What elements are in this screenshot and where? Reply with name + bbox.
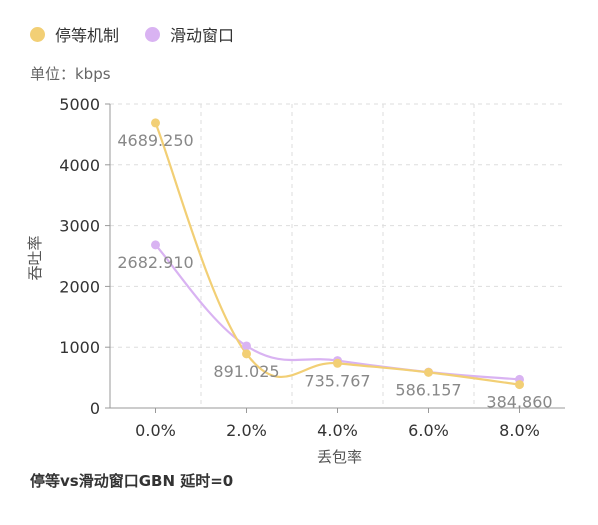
data-point-sliding-window-0: [151, 240, 160, 249]
y-tick-label-1: 1000: [59, 338, 100, 357]
data-point-sliding-window-1: [242, 341, 251, 350]
x-tick-label-0: 0.0%: [135, 421, 176, 440]
data-label-sliding-window-0: 2682.910: [117, 253, 193, 272]
x-tick-label-3: 6.0%: [408, 421, 449, 440]
data-point-stop-and-wait-2: [333, 359, 342, 368]
series-line-stop-and-wait: [156, 123, 520, 385]
x-tick-label-4: 8.0%: [499, 421, 540, 440]
y-tick-label-2: 2000: [59, 277, 100, 296]
y-tick-label-3: 3000: [59, 217, 100, 236]
x-axis-title: 丢包率: [317, 448, 362, 466]
y-axis-title: 吞吐率: [26, 235, 44, 280]
x-tick-label-1: 2.0%: [226, 421, 267, 440]
data-point-stop-and-wait-3: [424, 368, 433, 377]
data-point-stop-and-wait-4: [515, 380, 524, 389]
chart-caption: 停等vs滑动窗口GBN 延时=0: [30, 470, 233, 491]
x-tick-label-2: 4.0%: [317, 421, 358, 440]
y-tick-label-0: 0: [90, 399, 100, 418]
y-tick-label-4: 4000: [59, 156, 100, 175]
data-label-stop-and-wait-3: 586.157: [395, 380, 461, 399]
data-label-stop-and-wait-0: 4689.250: [117, 131, 193, 150]
data-label-stop-and-wait-4: 384.860: [486, 393, 552, 412]
data-point-stop-and-wait-0: [151, 118, 160, 127]
data-point-stop-and-wait-1: [242, 349, 251, 358]
data-label-stop-and-wait-2: 735.767: [304, 371, 370, 390]
y-tick-label-5: 5000: [59, 95, 100, 114]
data-label-stop-and-wait-1: 891.025: [213, 362, 279, 381]
